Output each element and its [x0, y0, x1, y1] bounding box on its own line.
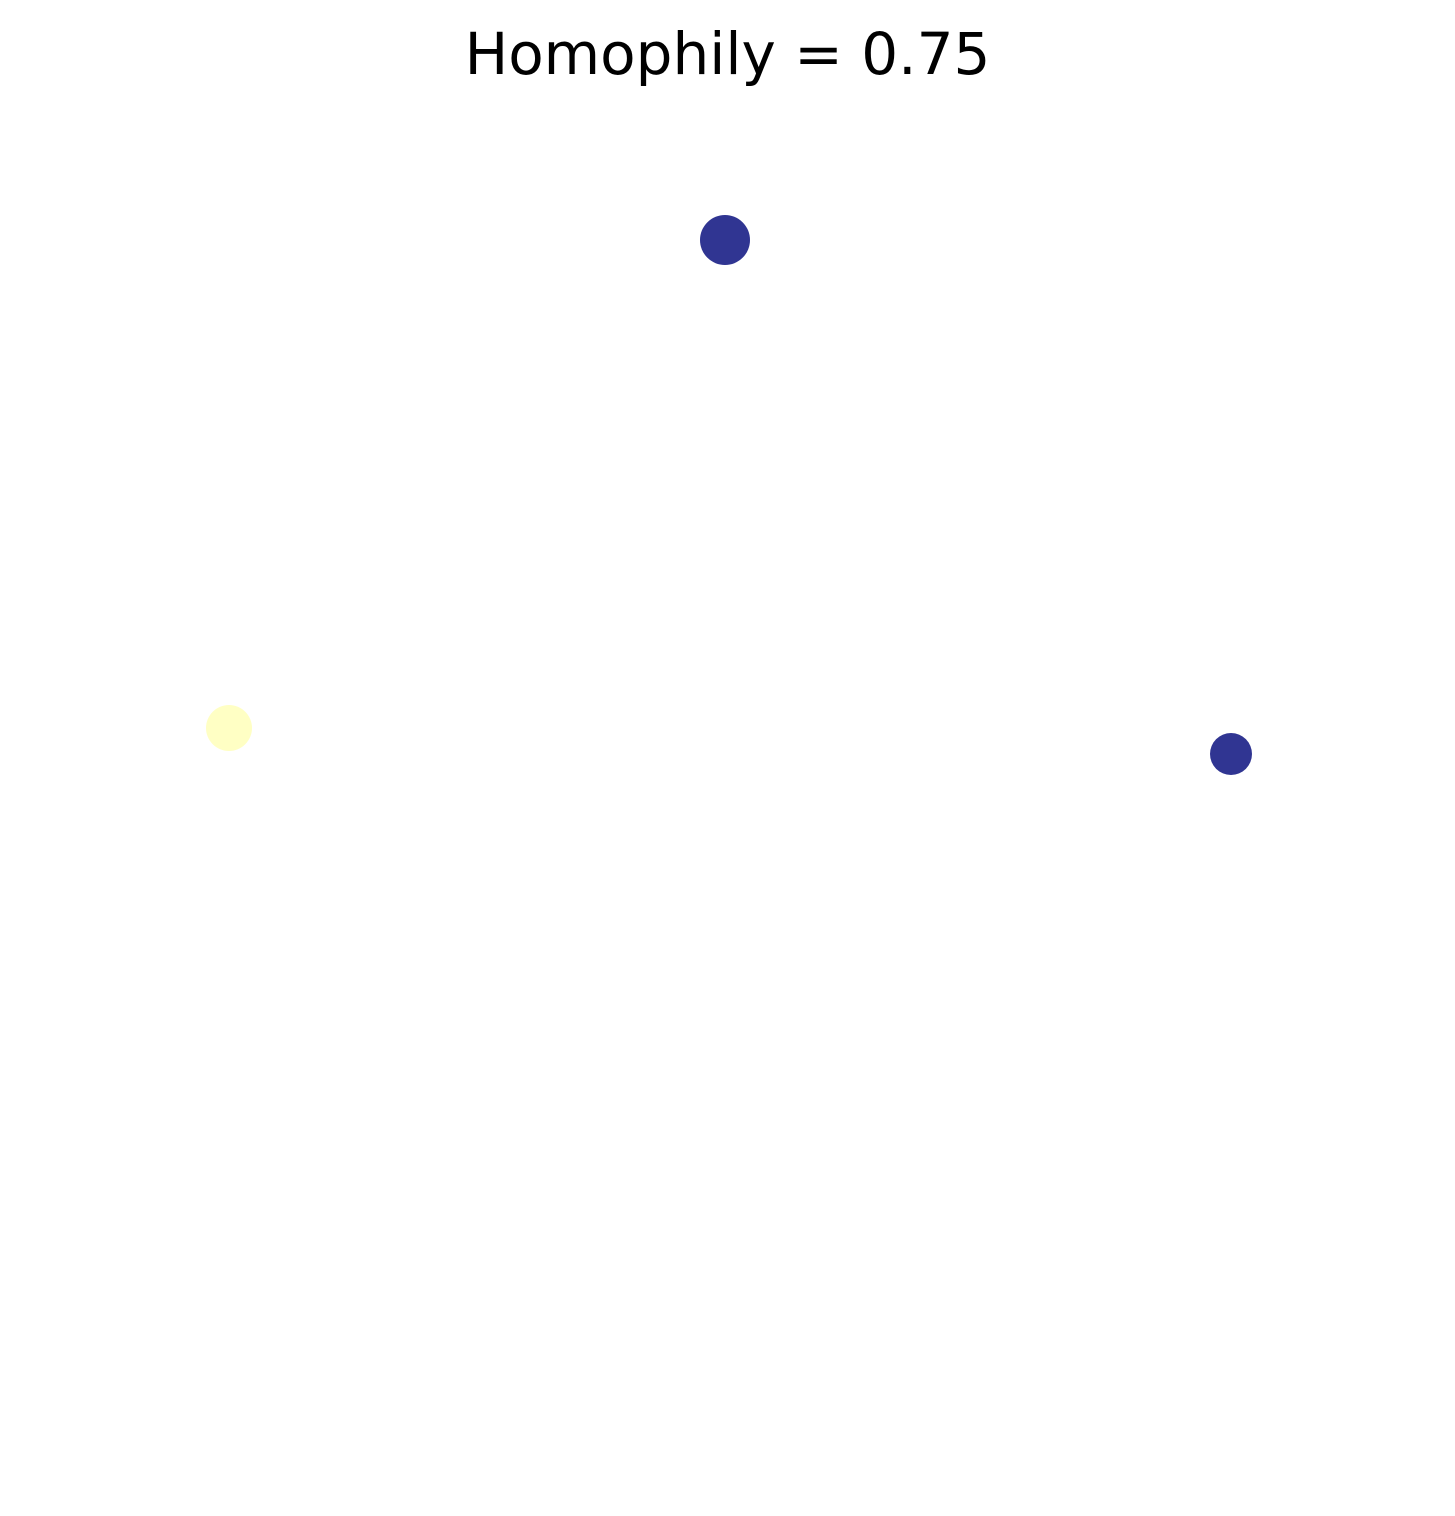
node-left	[206, 705, 252, 751]
node-layer	[206, 215, 1252, 775]
node-right	[1210, 733, 1252, 775]
figure-title: Homophily = 0.75	[464, 20, 991, 88]
node-top	[700, 215, 750, 265]
